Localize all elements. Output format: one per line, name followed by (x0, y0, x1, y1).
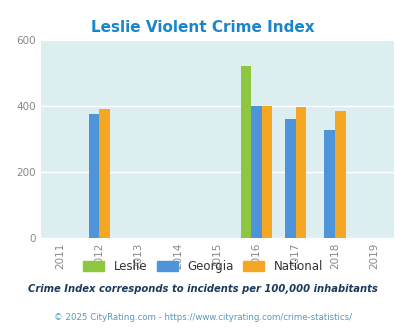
Bar (284, 119, 295, 238)
Text: Leslie Violent Crime Index: Leslie Violent Crime Index (91, 20, 314, 35)
Bar (89, 114, 99, 238)
Bar (251, 106, 261, 238)
Legend: Leslie, Georgia, National: Leslie, Georgia, National (79, 257, 326, 277)
Bar (99, 109, 110, 238)
Text: Crime Index corresponds to incidents per 100,000 inhabitants: Crime Index corresponds to incidents per… (28, 284, 377, 294)
Bar (261, 106, 272, 238)
Text: © 2025 CityRating.com - https://www.cityrating.com/crime-statistics/: © 2025 CityRating.com - https://www.city… (54, 313, 351, 322)
Bar (295, 107, 305, 238)
Bar (324, 130, 334, 238)
Bar (334, 111, 345, 238)
Bar (240, 66, 251, 238)
